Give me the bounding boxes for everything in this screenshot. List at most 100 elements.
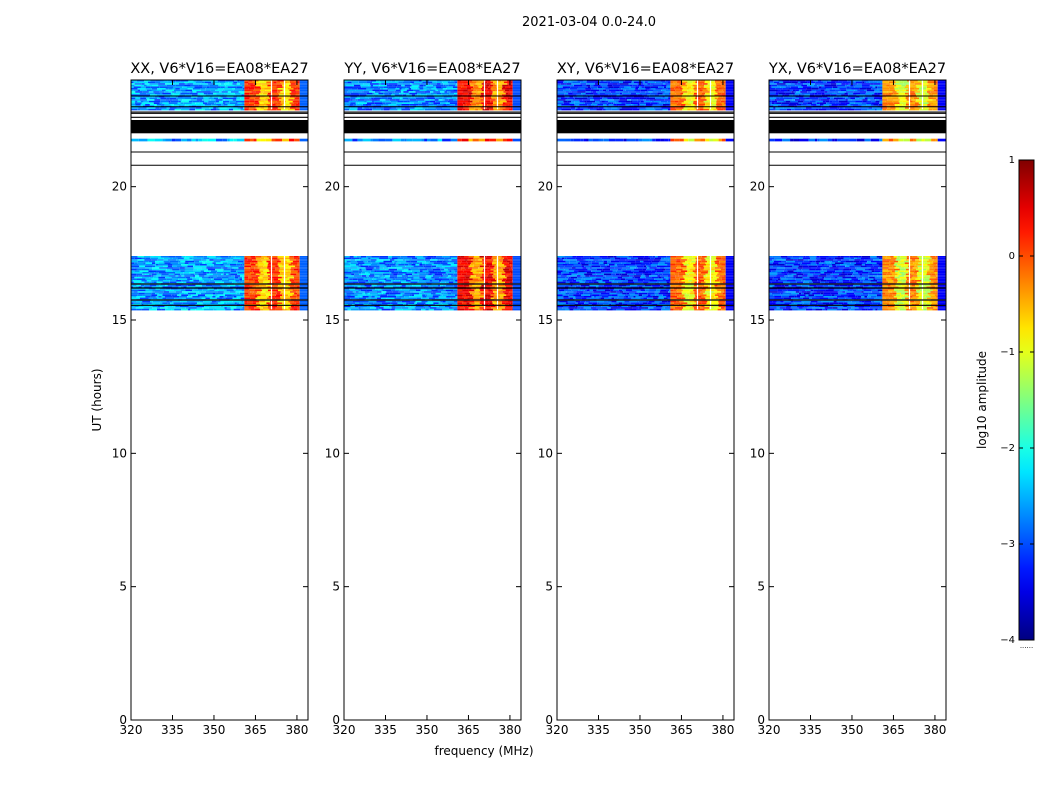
heatmap-cell xyxy=(471,91,478,93)
heatmap-cell xyxy=(290,270,298,272)
heatmap-cell xyxy=(404,92,410,95)
heatmap-cell xyxy=(501,94,506,96)
heatmap-cell xyxy=(181,275,185,277)
heatmap-cell xyxy=(372,278,377,280)
heatmap-cell xyxy=(193,265,199,268)
heatmap-cell xyxy=(466,273,474,276)
heatmap-cell xyxy=(214,97,219,100)
heatmap-cell xyxy=(284,286,291,288)
heatmap-cell xyxy=(493,107,500,109)
heatmap-cell xyxy=(244,294,250,296)
heatmap-cell xyxy=(199,296,207,298)
heatmap-cell xyxy=(370,272,375,274)
heatmap-cell xyxy=(275,138,283,142)
heatmap-cell xyxy=(254,267,258,269)
heatmap-cell xyxy=(488,300,493,303)
heatmap-cell xyxy=(133,302,141,304)
heatmap-cell xyxy=(565,302,568,304)
heatmap-cell xyxy=(450,297,453,300)
heatmap-cell xyxy=(586,291,589,293)
heatmap-cell xyxy=(214,88,218,90)
heatmap-cell xyxy=(290,272,298,274)
heatmap-cell xyxy=(561,291,567,293)
heatmap-cell xyxy=(691,260,696,263)
heatmap-cell xyxy=(350,107,358,109)
heatmap-cell xyxy=(463,278,469,280)
heatmap-cell xyxy=(371,294,378,296)
heatmap-cell xyxy=(172,300,181,303)
heatmap-cell xyxy=(577,302,584,304)
heatmap-cell xyxy=(160,307,168,309)
heatmap-cell xyxy=(590,300,598,303)
heatmap-cell xyxy=(148,81,156,84)
heatmap-cell xyxy=(267,289,274,292)
heatmap-cell xyxy=(157,294,163,296)
heatmap-cell xyxy=(299,256,308,258)
heatmap-cell xyxy=(414,294,417,296)
heatmap-cell xyxy=(146,84,153,87)
heatmap-cell xyxy=(423,96,427,98)
heatmap-cell xyxy=(244,268,251,271)
heatmap-cell xyxy=(436,267,440,269)
heatmap-cell xyxy=(474,308,480,311)
heatmap-cell xyxy=(698,292,704,295)
heatmap-cell xyxy=(670,297,677,300)
heatmap-cell xyxy=(288,292,294,295)
heatmap-cell xyxy=(366,102,375,104)
heatmap-cell xyxy=(134,305,139,308)
heatmap-cell xyxy=(153,275,156,277)
heatmap-cell xyxy=(714,284,718,287)
heatmap-cell xyxy=(403,257,412,260)
heatmap-cell xyxy=(642,272,648,274)
heatmap-cell xyxy=(254,268,260,271)
heatmap-cell xyxy=(397,302,407,304)
heatmap-cell xyxy=(673,81,677,84)
heatmap-cell xyxy=(366,256,372,258)
heatmap-cell xyxy=(287,270,291,272)
heatmap-cell xyxy=(612,296,619,298)
heatmap-cell xyxy=(565,260,570,263)
heatmap-cell xyxy=(453,281,458,284)
y-tick-label: 10 xyxy=(112,446,127,460)
heatmap-cell xyxy=(362,259,371,261)
heatmap-cell xyxy=(561,275,567,277)
heatmap-cell xyxy=(425,84,433,87)
heatmap-cell xyxy=(230,91,239,93)
heatmap-cell xyxy=(700,264,706,266)
heatmap-cell xyxy=(674,272,679,274)
heatmap-cell xyxy=(486,284,493,287)
heatmap-cell xyxy=(512,286,521,288)
heatmap-cell xyxy=(557,262,565,264)
y-tick-label: 15 xyxy=(325,313,340,327)
heatmap-cell xyxy=(626,288,633,290)
heatmap-cell xyxy=(611,281,618,284)
heatmap-cell xyxy=(592,292,601,295)
heatmap-cell xyxy=(248,307,255,309)
heatmap-cell xyxy=(563,80,571,82)
heatmap-cell xyxy=(586,297,591,300)
heatmap-cell xyxy=(442,264,451,266)
heatmap-cell xyxy=(403,83,411,85)
heatmap-cell xyxy=(181,284,188,287)
heatmap-cell xyxy=(452,297,458,300)
heatmap-cell xyxy=(221,276,229,279)
heatmap-cell xyxy=(441,270,450,272)
heatmap-cell xyxy=(500,305,506,308)
heatmap-cell xyxy=(497,256,502,258)
heatmap-cell xyxy=(584,281,589,284)
heatmap-cell xyxy=(647,81,656,84)
heatmap-cell xyxy=(602,276,606,279)
heatmap-cell xyxy=(618,302,622,304)
heatmap-cell xyxy=(382,284,387,287)
heatmap-cell xyxy=(256,94,261,96)
heatmap-cell xyxy=(255,297,260,300)
heatmap-cell xyxy=(455,280,458,282)
heatmap-cell xyxy=(193,288,198,290)
heatmap-cell xyxy=(580,262,586,264)
heatmap-cell xyxy=(418,104,427,106)
heatmap-cell xyxy=(657,256,667,258)
heatmap-cell xyxy=(598,286,602,288)
heatmap-cell xyxy=(295,83,300,85)
heatmap-cell xyxy=(705,289,711,292)
heatmap-cell xyxy=(373,286,380,288)
